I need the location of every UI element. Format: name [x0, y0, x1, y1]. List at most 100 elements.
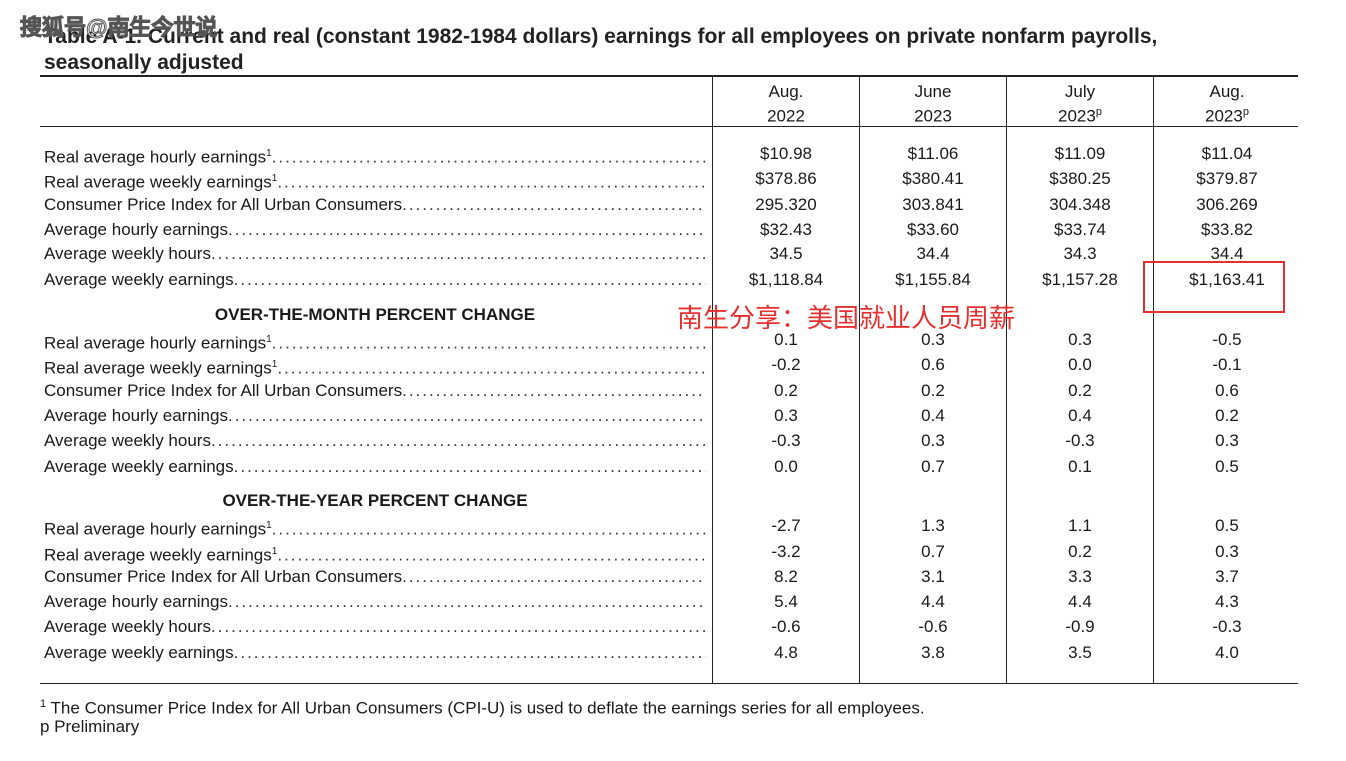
- table-cell: -3.2: [771, 542, 801, 561]
- table-cell: 3.7: [1215, 567, 1239, 586]
- row-label: Real average hourly earnings1...........…: [44, 147, 706, 167]
- table-row: Real average weekly earnings1...........…: [0, 353, 1346, 378]
- table-cell: 0.2: [1215, 406, 1239, 425]
- row-label: Average hourly earnings.................…: [44, 220, 706, 239]
- table-cell: 0.3: [921, 431, 945, 450]
- table-cell: 0.2: [921, 381, 945, 400]
- row-label: Real average weekly earnings1...........…: [44, 358, 706, 378]
- table-cell: 3.8: [921, 643, 945, 662]
- table-cell: 3.1: [921, 567, 945, 586]
- table-cell: -2.7: [771, 516, 801, 535]
- table-cell: -0.9: [1065, 617, 1095, 636]
- table-cell: $11.06: [907, 144, 959, 163]
- table-cell: 3.5: [1068, 643, 1092, 662]
- table-cell: 0.3: [1068, 330, 1092, 349]
- table-cell: 34.4: [1210, 244, 1244, 263]
- table-row: Average hourly earnings.................…: [0, 590, 1346, 614]
- table-row: Consumer Price Index for All Urban Consu…: [0, 193, 1346, 217]
- top-rule: [40, 75, 1298, 77]
- table-cell: 303.841: [902, 195, 964, 214]
- table-cell: 0.0: [774, 457, 798, 476]
- table-cell: 0.1: [1068, 457, 1092, 476]
- table-cell: $11.04: [1201, 144, 1253, 163]
- table-cell: 0.1: [774, 330, 798, 349]
- table-row: Average hourly earnings.................…: [0, 404, 1346, 428]
- table-cell: -0.3: [1212, 617, 1242, 636]
- footnote-cpi: 1 The Consumer Price Index for All Urban…: [40, 698, 925, 718]
- row-label: Real average weekly earnings1...........…: [44, 172, 706, 192]
- table-cell: 0.3: [1215, 542, 1239, 561]
- table-cell: 8.2: [774, 567, 798, 586]
- section-heading: OVER-THE-YEAR PERCENT CHANGE: [222, 491, 528, 510]
- row-label: Average weekly earnings.................…: [44, 457, 706, 476]
- column-header: June 2023: [914, 82, 952, 126]
- table-cell: 0.4: [921, 406, 945, 425]
- table-row: Average weekly hours....................…: [0, 429, 1346, 453]
- table-row: Real average hourly earnings1...........…: [0, 328, 1346, 353]
- table-cell: 1.1: [1068, 516, 1092, 535]
- table-cell: 0.2: [774, 381, 798, 400]
- table-cell: 5.4: [774, 592, 798, 611]
- table-cell: 304.348: [1049, 195, 1111, 214]
- table-cell: 34.3: [1063, 244, 1097, 263]
- highlight-box: [1143, 261, 1285, 313]
- table-cell: $380.41: [902, 169, 964, 188]
- table-row: Average weekly earnings.................…: [0, 455, 1346, 479]
- row-label: Real average hourly earnings1...........…: [44, 333, 706, 353]
- table-cell: $378.86: [755, 169, 817, 188]
- annotation-text: 南生分享：美国就业人员周薪: [677, 303, 1016, 333]
- table-row: Consumer Price Index for All Urban Consu…: [0, 565, 1346, 589]
- table-row: Real average hourly earnings1...........…: [0, 514, 1346, 539]
- table-row: Real average weekly earnings1...........…: [0, 167, 1346, 192]
- footnote-preliminary: p Preliminary: [40, 717, 140, 736]
- table-title: Table A-1. Current and real (constant 19…: [44, 25, 1158, 74]
- table-cell: -0.2: [771, 355, 801, 374]
- table-cell: 0.7: [921, 542, 945, 561]
- table-cell: 0.3: [921, 330, 945, 349]
- table-cell: 4.0: [1215, 643, 1239, 662]
- table-row: Average hourly earnings.................…: [0, 218, 1346, 242]
- table-cell: $11.09: [1054, 144, 1106, 163]
- table-cell: $33.74: [1054, 220, 1106, 239]
- table-cell: 0.3: [774, 406, 798, 425]
- table-cell: $33.60: [907, 220, 959, 239]
- row-label: Consumer Price Index for All Urban Consu…: [44, 381, 706, 400]
- row-label: Average weekly hours....................…: [44, 244, 706, 263]
- table-cell: 34.4: [916, 244, 950, 263]
- table-cell: 0.2: [1068, 542, 1092, 561]
- table-cell: $32.43: [760, 220, 812, 239]
- column-header: Aug. 2022: [767, 82, 805, 126]
- table-row: Average weekly earnings.................…: [0, 641, 1346, 665]
- row-label: Average weekly hours....................…: [44, 617, 706, 636]
- table-row: Average weekly earnings.................…: [0, 268, 1346, 292]
- header-rule: [40, 126, 1298, 127]
- table-cell: -0.6: [771, 617, 801, 636]
- table-cell: 34.5: [769, 244, 803, 263]
- table-row: Real average weekly earnings1...........…: [0, 540, 1346, 565]
- table-cell: $33.82: [1201, 220, 1253, 239]
- table-row: Average weekly hours....................…: [0, 242, 1346, 266]
- table-cell: 0.7: [921, 457, 945, 476]
- table-cell: -0.1: [1212, 355, 1242, 374]
- bottom-rule: [40, 683, 1298, 684]
- row-label: Average hourly earnings.................…: [44, 592, 706, 611]
- row-label: Consumer Price Index for All Urban Consu…: [44, 195, 706, 214]
- row-label: Average weekly hours....................…: [44, 431, 706, 450]
- table-cell: -0.3: [1065, 431, 1095, 450]
- column-header: Aug. 2023p: [1205, 82, 1249, 126]
- section-heading: OVER-THE-MONTH PERCENT CHANGE: [214, 305, 536, 324]
- row-label: Average weekly earnings.................…: [44, 643, 706, 662]
- table-cell: $10.98: [760, 144, 812, 163]
- table-cell: -0.5: [1212, 330, 1242, 349]
- table-cell: $380.25: [1049, 169, 1111, 188]
- table-cell: 0.3: [1215, 431, 1239, 450]
- column-divider: [1006, 76, 1007, 684]
- table-cell: 0.5: [1215, 457, 1239, 476]
- table-cell: 295.320: [755, 195, 817, 214]
- column-divider: [859, 76, 860, 684]
- table-cell: 0.0: [1068, 355, 1092, 374]
- column-divider: [712, 76, 713, 684]
- table-cell: 0.6: [921, 355, 945, 374]
- table-cell: 0.5: [1215, 516, 1239, 535]
- table-cell: $1,163.41: [1189, 270, 1265, 289]
